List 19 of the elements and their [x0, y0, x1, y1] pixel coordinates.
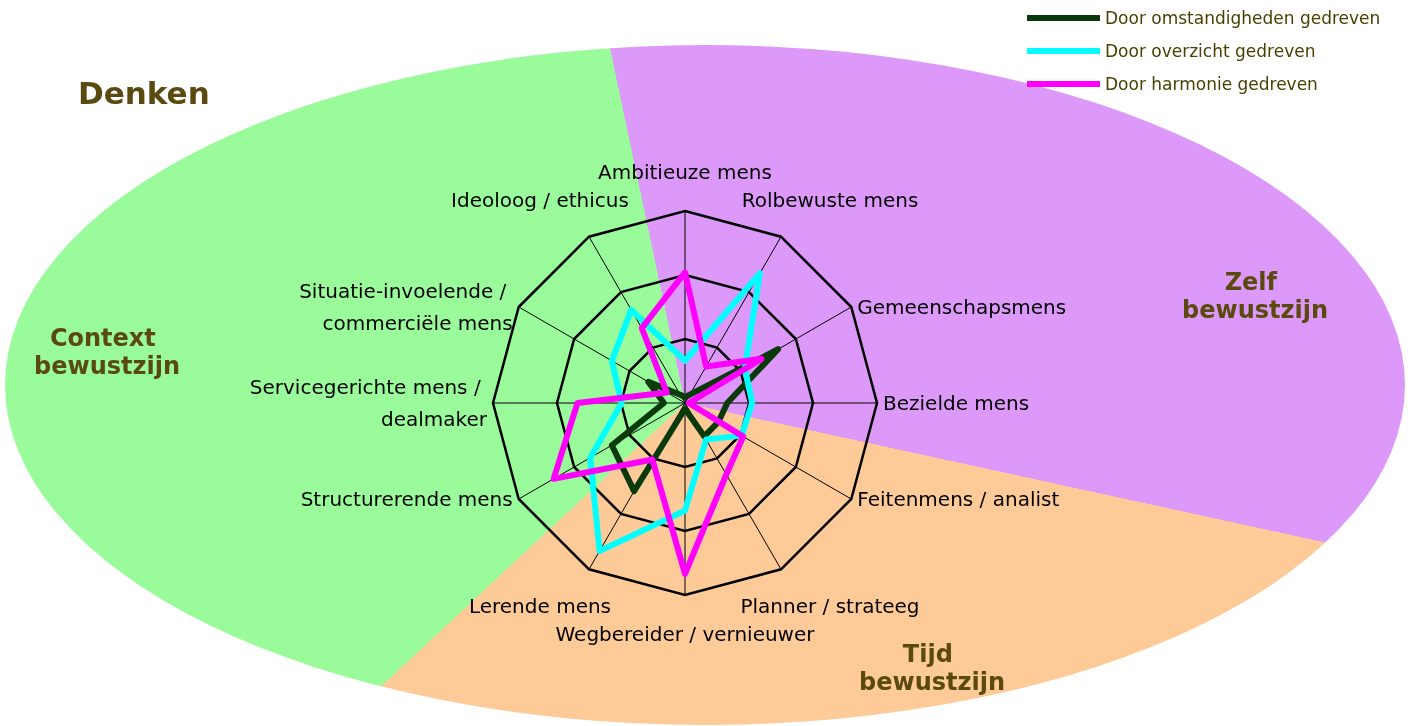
spoke-label: Structurerende mens	[300, 487, 513, 511]
spoke-label: Situatie-invoelende / commerciële mens	[299, 279, 513, 335]
spoke-label: Feitenmens / analist	[857, 487, 1060, 511]
spoke-label: Servicegerichte mens / dealmaker	[249, 375, 488, 431]
spoke-label: Wegbereider / vernieuwer	[555, 622, 816, 646]
text: Context bewustzijn	[34, 324, 180, 380]
spoke-label: Lerende mens	[468, 594, 612, 619]
spoke-label: Ambitieuze mens	[598, 160, 772, 184]
text: Zelf bewustzijn	[1182, 268, 1328, 324]
spoke-label: Gemeenschapsmens	[857, 295, 1067, 319]
spoke-label: Bezielde mens	[883, 391, 1030, 415]
legend-label: Door overzicht gedreven	[1105, 41, 1316, 61]
spoke-label: Rolbewuste mens	[741, 187, 919, 212]
legend-label: Door harmonie gedreven	[1105, 74, 1318, 94]
spoke-label: Ideoloog / ethicus	[451, 187, 629, 212]
text: Tijd bewustzijn	[859, 640, 1005, 696]
legend-label: Door omstandigheden gedreven	[1105, 8, 1381, 28]
text: Denken	[78, 75, 210, 111]
spoke-label: Planner / strateeg	[740, 594, 920, 619]
